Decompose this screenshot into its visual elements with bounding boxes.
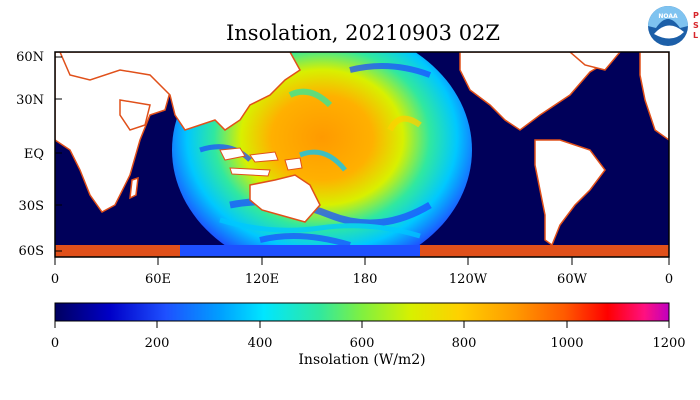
colorbar-tick-label: 600 — [350, 336, 375, 351]
landmasses — [55, 52, 669, 247]
cloud-band — [349, 63, 432, 78]
land-indonesia — [219, 147, 303, 177]
land-arabia — [119, 99, 151, 131]
land-island — [219, 147, 246, 161]
cloud-band — [199, 144, 252, 162]
land-island — [284, 157, 303, 171]
lon-tick-label: 120E — [245, 272, 279, 287]
colorbar-tick-label: 1200 — [652, 336, 685, 351]
cloud-band — [288, 88, 333, 108]
lon-tick-label: 60W — [557, 272, 588, 287]
lon-tick-label: 60E — [145, 272, 171, 287]
lat-tick-label: 60S — [19, 244, 44, 259]
land-island — [249, 151, 279, 163]
map-frame — [54, 51, 670, 258]
noaa-logo-bird — [654, 25, 684, 39]
colorbar-tick-label: 200 — [145, 336, 170, 351]
colorbar-tick-label: 1000 — [550, 336, 583, 351]
lat-tick-label: 30N — [16, 93, 44, 108]
psl-letters: P S L — [693, 11, 699, 40]
land-greenland — [568, 52, 621, 71]
land-island — [229, 167, 271, 177]
noaa-logo: NOAA — [648, 6, 688, 46]
lon-tick-label: 180 — [353, 272, 378, 287]
psl-letter-p: P — [693, 11, 699, 20]
noaa-logo-text: NOAA — [658, 13, 678, 20]
map-title: Insolation, 20210903 02Z — [226, 21, 500, 45]
cloud-band — [299, 149, 347, 172]
lat-tick-label: 30S — [19, 199, 44, 214]
land-madagascar — [129, 176, 139, 200]
noaa-logo-sky — [648, 6, 688, 28]
land-eurasia — [59, 52, 301, 131]
colorbar-tick-label: 400 — [248, 336, 273, 351]
colorbar-tick-label: 0 — [51, 336, 59, 351]
insolation-map — [55, 52, 669, 257]
lon-tick-label: 0 — [665, 272, 673, 287]
colorbar-ticks — [54, 321, 670, 328]
land-south-america — [534, 139, 606, 247]
cloud-band — [259, 233, 351, 248]
psl-letter-s: S — [693, 21, 699, 30]
land-australia — [249, 174, 321, 223]
lon-axis — [54, 257, 670, 265]
colorbar — [54, 302, 670, 322]
cloud-band — [219, 217, 421, 239]
lat-tick-label: 60N — [16, 50, 44, 65]
lon-tick-label: 0 — [51, 272, 59, 287]
colorbar-label: Insolation (W/m2) — [298, 352, 425, 368]
lat-axis — [55, 56, 62, 252]
cloud-band — [387, 115, 422, 132]
lat-tick-label: EQ — [24, 147, 44, 162]
land-africa-east-edge — [639, 52, 669, 141]
colorbar-tick-label: 800 — [452, 336, 477, 351]
lon-tick-label: 120W — [449, 272, 488, 287]
psl-letter-l: L — [693, 31, 698, 40]
antarctica-daylight — [180, 245, 420, 257]
